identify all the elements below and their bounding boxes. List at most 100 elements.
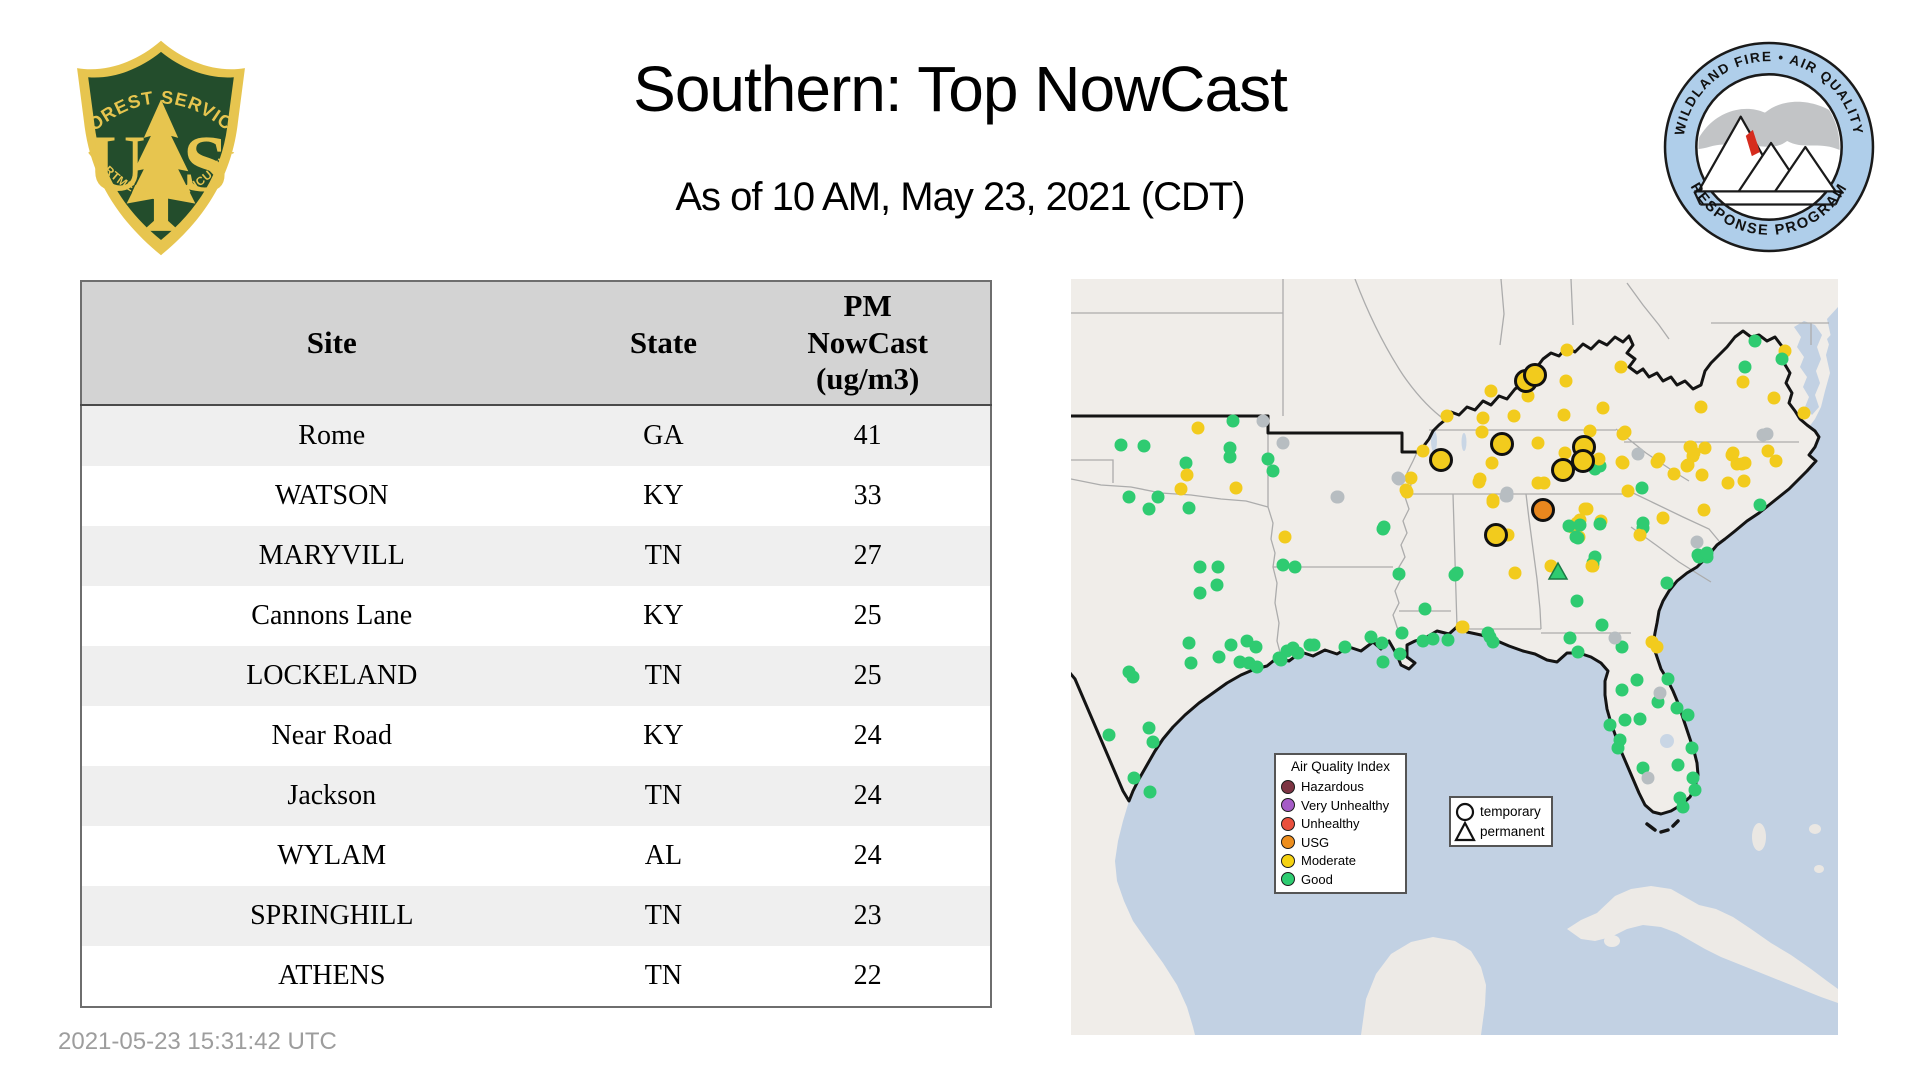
monitor-dot [1698,441,1712,455]
cell-state: TN [644,780,683,811]
monitor-dot [1631,447,1645,461]
monitor-dot [1331,490,1345,504]
cell-pm-nowcast: 22 [853,960,882,991]
monitor-dot [1182,501,1196,515]
temporary-monitor-marker [1551,458,1575,482]
table-header-row: Site State PM NowCast (ug/m3) [81,281,991,406]
monitor-dot [1418,602,1432,616]
cell-pm-nowcast: 33 [853,480,882,511]
monitor-dot [1615,683,1629,697]
monitor-dot [1641,771,1655,785]
monitor-dot [1142,721,1156,735]
table-row: WATSON KY 33 [81,466,991,526]
monitor-dot [1760,427,1774,441]
monitor-dot [1486,495,1500,509]
monitor-dot [1531,436,1545,450]
monitor-dot [1685,741,1699,755]
monitor-dot [1661,672,1675,686]
monitor-dot [1761,444,1775,458]
monitor-dot [1102,728,1116,742]
monitor-dot [1618,713,1632,727]
monitor-dot [1288,560,1302,574]
monitor-dot [1193,560,1207,574]
yucatan-land [1361,937,1486,1035]
mountains-icon [1693,115,1843,206]
state-borders [1071,279,1829,657]
aqi-color-dot [1281,798,1295,813]
monitor-dot [1635,481,1649,495]
monitor-dot [1688,783,1702,797]
monitor-dot [1476,411,1490,425]
monitor-dot [1278,530,1292,544]
cell-state: KY [643,480,684,511]
monitor-dot [1475,425,1489,439]
monitor-dot [1143,785,1157,799]
monitor-dot [1174,482,1188,496]
cell-site: Rome [298,420,366,451]
aqi-legend-item: Hazardous [1281,778,1400,797]
monitor-dot [1650,455,1664,469]
cell-pm-nowcast: 27 [853,540,882,571]
monitor-dot [1596,401,1610,415]
permanent-label: permanent [1480,823,1545,839]
monitor-dot [1614,360,1628,374]
monitor-dot [1694,400,1708,414]
cell-state: AL [644,840,683,871]
aqi-legend-label: USG [1301,834,1330,850]
monitor-dot [1671,758,1685,772]
aqi-color-dot [1281,816,1295,831]
monitor-dot [1595,618,1609,632]
pine-tree-icon [126,99,196,231]
lake [1461,433,1467,451]
monitor-dot [1393,647,1407,661]
page-subtitle: As of 10 AM, May 23, 2021 (CDT) [675,175,1245,219]
monitor-dot [1690,535,1704,549]
monitor-dot [1276,558,1290,572]
monitor-dot [1615,455,1629,469]
aqi-legend-item: USG [1281,833,1400,852]
monitor-dot [1440,409,1454,423]
cell-site: MARYVILL [258,540,405,571]
basemap [1071,279,1838,1035]
monitor-dot [1182,636,1196,650]
cell-pm-nowcast: 24 [853,840,882,871]
monitor-dot [1210,578,1224,592]
monitor-dot [1578,502,1592,516]
monitor-dot [1483,630,1497,644]
monitor-dot [1127,771,1141,785]
monitor-dot [1633,528,1647,542]
monitor-dot [1697,503,1711,517]
column-header-state: State [581,281,746,406]
monitor-dot [1114,438,1128,452]
monitor-dot [1621,484,1635,498]
monitor-dot [1585,559,1599,573]
monitor-dot [1615,640,1629,654]
aqi-color-dot [1281,853,1295,868]
column-header-site: Site [81,281,582,406]
monitor-dot [1179,456,1193,470]
monitor-dot [1603,718,1617,732]
monitor-dot [1180,468,1194,482]
temporary-monitor-marker [1531,498,1555,522]
monitor-dot [1767,391,1781,405]
monitor-dot [1633,712,1647,726]
monitor-dot [1573,518,1587,532]
monitor-dot [1485,456,1499,470]
monitor-dot [1376,655,1390,669]
table-row: SPRINGHILL TN 23 [81,886,991,946]
temporary-monitor-marker [1484,523,1508,547]
monitor-dot [1636,761,1650,775]
aqi-legend: Air Quality Index Hazardous Very Unhealth… [1274,753,1407,894]
marker-type-legend: temporary permanent [1449,796,1553,847]
monitor-dot [1191,421,1205,435]
aqi-legend-title: Air Quality Index [1290,759,1391,774]
forest-service-logo: FOREST SERVICE U S DEPARTMENT OF AGRICUL… [65,21,250,260]
monitor-dot [1256,414,1270,428]
table-row: Jackson TN 24 [81,766,991,826]
monitor-dot [1193,586,1207,600]
monitor-dots-layer [1102,334,1811,814]
monitor-dot [1211,560,1225,574]
monitor-dot [1571,645,1585,659]
monitor-dot [1508,566,1522,580]
